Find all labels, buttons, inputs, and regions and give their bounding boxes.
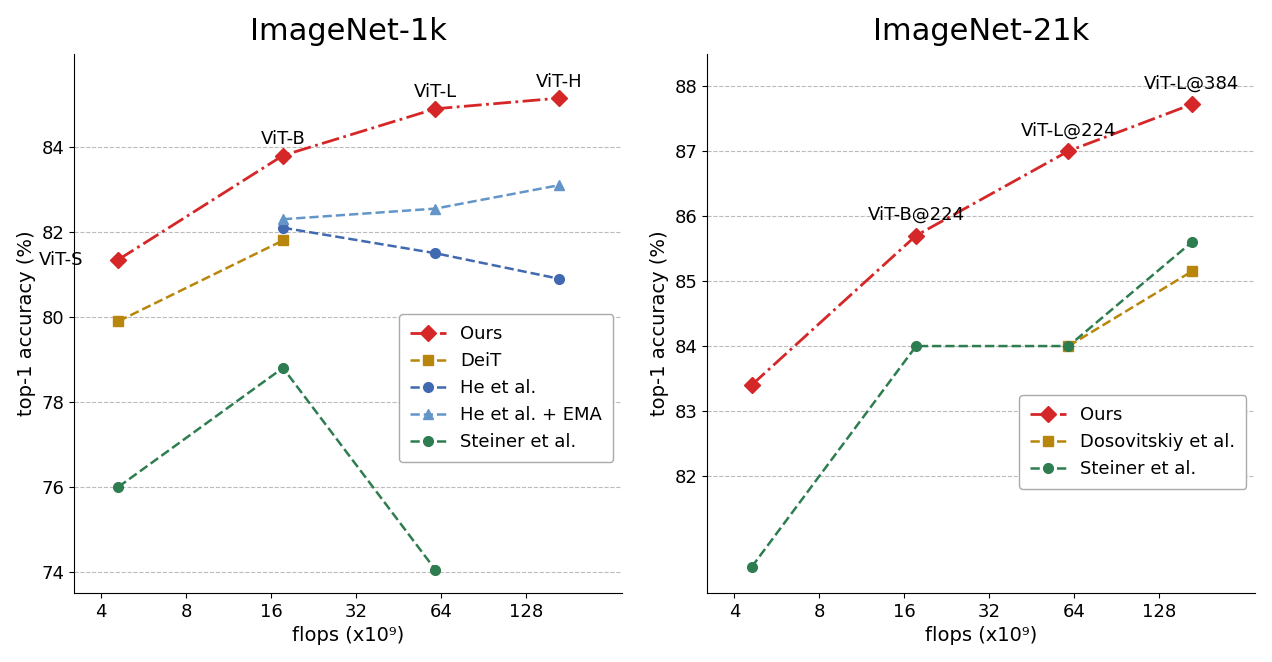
Text: ViT-B: ViT-B: [261, 130, 305, 148]
Ours: [111, 256, 126, 263]
Steiner et al.: [744, 563, 759, 571]
Text: ViT-L: ViT-L: [413, 83, 457, 101]
Text: ViT-L@384: ViT-L@384: [1145, 75, 1240, 93]
He et al.: [275, 224, 290, 232]
Line: Steiner et al.: Steiner et al.: [113, 363, 440, 575]
Text: ViT-B@224: ViT-B@224: [868, 206, 964, 224]
Line: Ours: Ours: [747, 99, 1197, 391]
Line: He et al. + EMA: He et al. + EMA: [279, 180, 563, 224]
Text: ViT-S: ViT-S: [38, 251, 83, 269]
Ours: [744, 381, 759, 389]
Line: Steiner et al.: Steiner et al.: [747, 237, 1197, 572]
Text: ViT-L@224: ViT-L@224: [1020, 121, 1117, 140]
He et al. + EMA: [551, 181, 566, 189]
Y-axis label: top-1 accuracy (%): top-1 accuracy (%): [17, 230, 36, 416]
He et al. + EMA: [427, 205, 443, 213]
Y-axis label: top-1 accuracy (%): top-1 accuracy (%): [650, 230, 669, 416]
DeiT: [111, 317, 126, 325]
Steiner et al.: [427, 566, 443, 574]
Dosovitskiy et al.: [1184, 267, 1199, 275]
Title: ImageNet-1k: ImageNet-1k: [249, 17, 446, 46]
He et al.: [427, 249, 443, 257]
Steiner et al.: [111, 483, 126, 491]
Ours: [427, 105, 443, 113]
Line: DeiT: DeiT: [113, 236, 287, 326]
DeiT: [275, 236, 290, 244]
Ours: [551, 94, 566, 102]
Dosovitskiy et al.: [1061, 342, 1076, 350]
He et al. + EMA: [275, 215, 290, 223]
Legend: Ours, DeiT, He et al., He et al. + EMA, Steiner et al.: Ours, DeiT, He et al., He et al. + EMA, …: [399, 314, 613, 462]
Ours: [275, 152, 290, 160]
Ours: [1061, 147, 1076, 155]
Line: Dosovitskiy et al.: Dosovitskiy et al.: [1063, 266, 1197, 351]
Ours: [1184, 100, 1199, 108]
Ours: [908, 232, 923, 240]
Legend: Ours, Dosovitskiy et al., Steiner et al.: Ours, Dosovitskiy et al., Steiner et al.: [1019, 395, 1247, 489]
X-axis label: flops (x10⁹): flops (x10⁹): [293, 626, 404, 645]
Line: He et al.: He et al.: [279, 223, 563, 283]
Title: ImageNet-21k: ImageNet-21k: [873, 17, 1089, 46]
Text: ViT-H: ViT-H: [536, 73, 583, 91]
X-axis label: flops (x10⁹): flops (x10⁹): [925, 626, 1038, 645]
Steiner et al.: [275, 364, 290, 372]
Line: Ours: Ours: [113, 93, 565, 265]
Steiner et al.: [1184, 238, 1199, 246]
Steiner et al.: [1061, 342, 1076, 350]
He et al.: [551, 275, 566, 283]
Steiner et al.: [908, 342, 923, 350]
